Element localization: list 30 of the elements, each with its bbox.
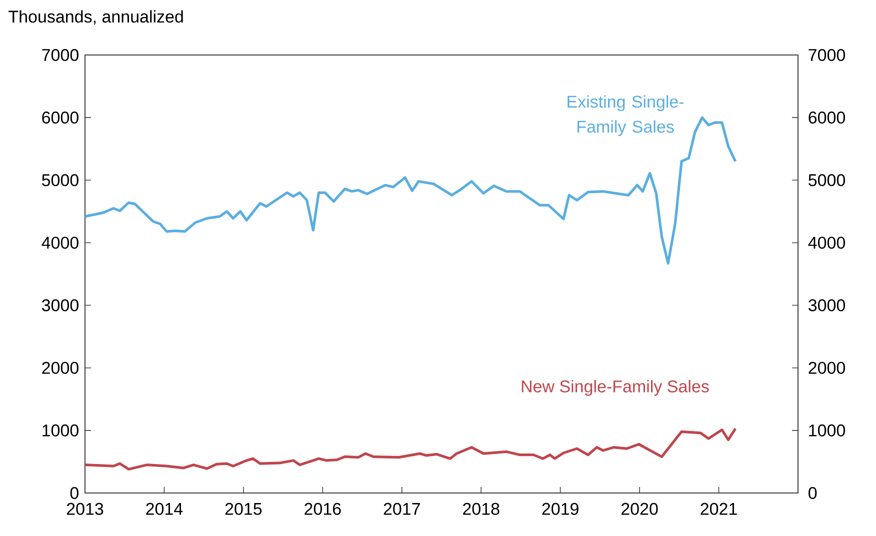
y2-tick-label: 1000 xyxy=(809,424,846,436)
y2-tick-label: 3000 xyxy=(808,299,846,312)
series-label: Existing Single-Family Sales xyxy=(568,95,684,136)
y2-tick-label: 2000 xyxy=(808,362,846,374)
x-tick-label: 2021 xyxy=(700,502,737,515)
x-tick-label: 2017 xyxy=(384,502,420,515)
text: New Single-Family Sales xyxy=(522,380,709,396)
y-tick-label: 4000 xyxy=(42,236,78,249)
x-tick-label: 2013 xyxy=(66,502,104,515)
y2-tick-label: 0 xyxy=(808,486,817,500)
y2-tick-label: 4000 xyxy=(808,236,846,249)
x-tick-label: 2014 xyxy=(146,502,183,515)
x-tick-label: 2020 xyxy=(622,502,658,515)
y-tick-label: 2000 xyxy=(42,362,78,374)
y-tick-label: 1000 xyxy=(42,424,78,436)
x-tick-label: 2015 xyxy=(225,502,262,515)
y2-tick-label: 5000 xyxy=(808,174,846,186)
y-tick-label: 3000 xyxy=(42,299,78,312)
y-axis-title: Thousands, annualized xyxy=(8,10,183,25)
y2-tick-label: 7000 xyxy=(808,48,846,62)
y-tick-label: 5000 xyxy=(42,174,78,186)
line-series xyxy=(85,116,737,265)
y-tick-label: 0 xyxy=(70,486,78,500)
line-series xyxy=(85,427,737,471)
y2-tick-label: 6000 xyxy=(808,112,846,124)
y-tick-label: 7000 xyxy=(42,48,78,62)
x-tick-label: 2016 xyxy=(304,502,341,515)
y-tick-label: 6000 xyxy=(42,112,78,124)
x-tick-label: 2018 xyxy=(463,502,500,515)
x-tick-label: 2019 xyxy=(542,502,578,515)
